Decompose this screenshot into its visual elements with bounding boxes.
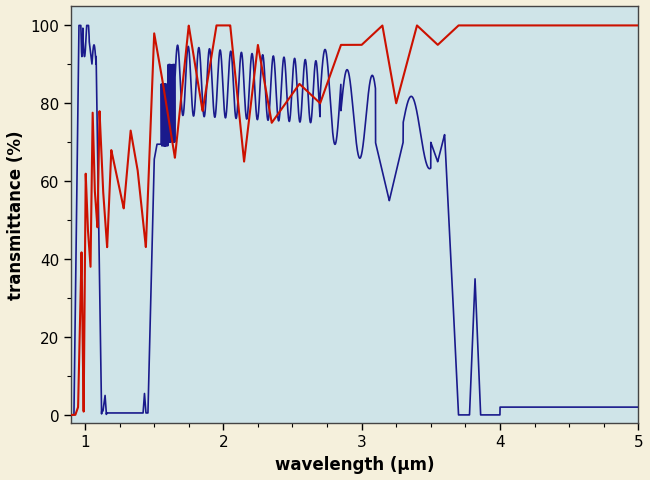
X-axis label: wavelength (μm): wavelength (μm): [275, 455, 434, 473]
Y-axis label: transmittance (%): transmittance (%): [7, 130, 25, 300]
